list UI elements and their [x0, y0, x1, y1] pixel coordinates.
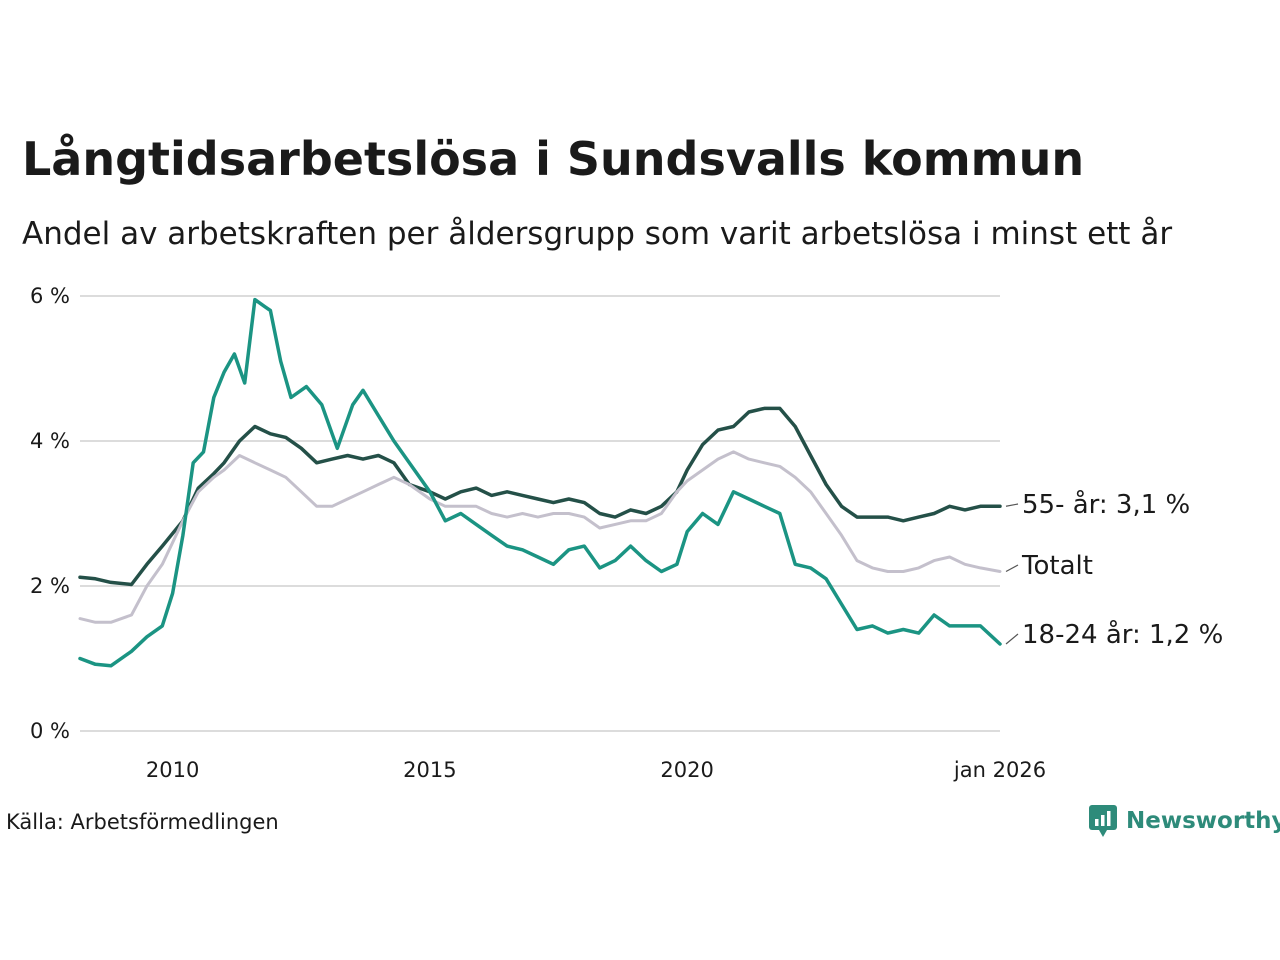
leader-line-total	[1005, 564, 1019, 573]
y-tick-label-0: 0 %	[30, 719, 70, 743]
x-axis-ticks: 2010 2015 2020 jan 2026	[146, 758, 1046, 782]
series-layer	[78, 297, 1002, 668]
x-tick-label-0: 2010	[146, 758, 199, 782]
y-tick-label-1: 2 %	[30, 574, 70, 598]
grid-layer	[80, 295, 1000, 732]
chart-title: Långtidsarbetslösa i Sundsvalls kommun	[22, 132, 1085, 186]
x-tick-label-2: 2020	[660, 758, 713, 782]
series-line-age_18_24	[78, 297, 1002, 668]
end-labels: 55- år: 3,1 % Totalt 18-24 år: 1,2 %	[1005, 489, 1223, 650]
end-label-total: Totalt	[1021, 551, 1093, 581]
leader-line-age_55	[1005, 503, 1019, 507]
source-note: Källa: Arbetsförmedlingen	[6, 810, 279, 834]
y-tick-label-2: 4 %	[30, 429, 70, 453]
end-label-age_55: 55- år: 3,1 %	[1022, 489, 1190, 520]
series-line-age_55	[78, 406, 1002, 587]
y-axis-ticks: 0 % 2 % 4 % 6 %	[30, 284, 70, 743]
end-label-age_18_24: 18-24 år: 1,2 %	[1022, 619, 1223, 650]
chart-subtitle: Andel av arbetskraften per åldersgrupp s…	[22, 216, 1173, 252]
leader-line-age_18_24	[1005, 633, 1019, 645]
y-tick-label-3: 6 %	[30, 284, 70, 308]
brand-logo: Newsworthy	[1088, 804, 1280, 838]
brand-name: Newsworthy	[1126, 808, 1280, 834]
x-tick-label-1: 2015	[403, 758, 456, 782]
x-tick-label-3: jan 2026	[953, 758, 1046, 782]
newsworthy-logo-icon	[1089, 805, 1117, 837]
series-line-total	[78, 450, 1002, 624]
